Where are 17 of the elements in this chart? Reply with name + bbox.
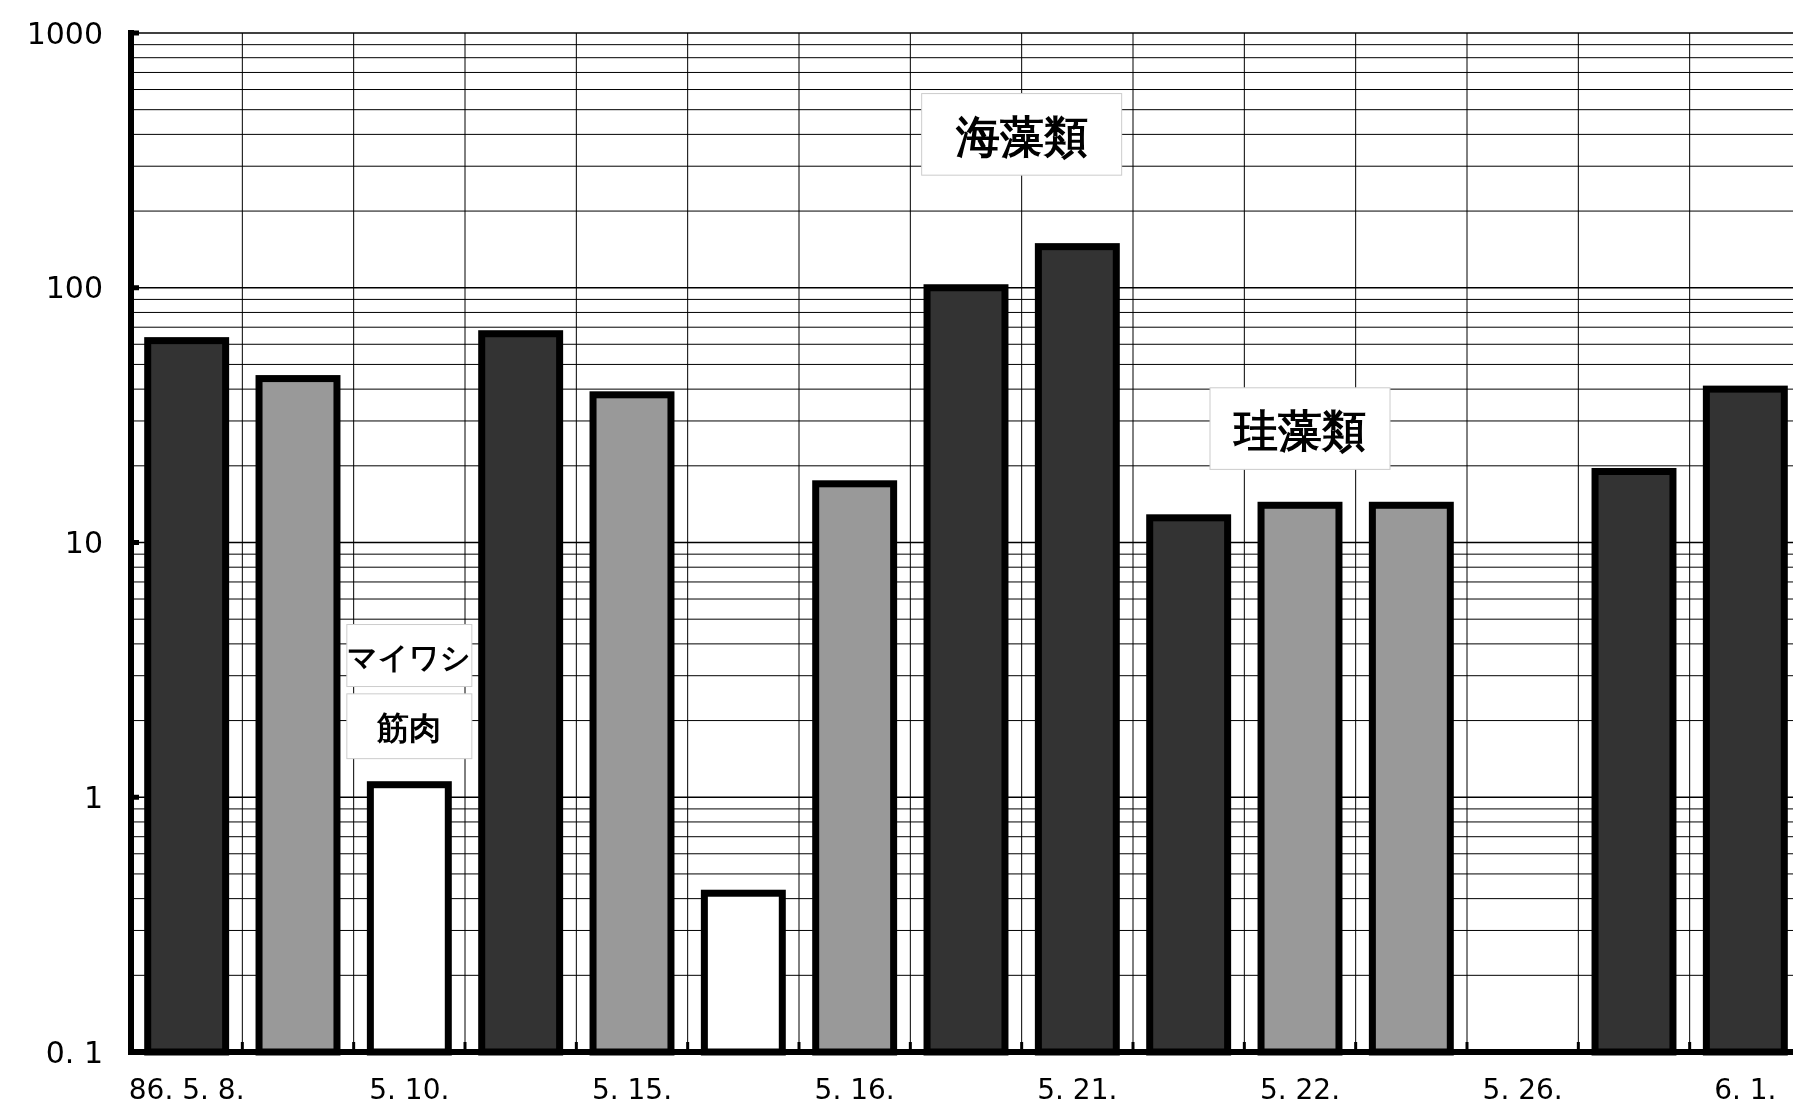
x-tick-label: 5. 21. — [1037, 1073, 1118, 1105]
x-tick-label: 5. 16. — [814, 1073, 895, 1105]
annotation: 海藻類 — [954, 110, 1088, 162]
annotation: 筋肉 — [376, 709, 442, 748]
annotation: 珪藻類 — [1232, 405, 1366, 457]
y-tick-label: 0. 1 — [45, 1034, 103, 1070]
y-tick-label: 10 — [64, 525, 103, 560]
y-tick-label: 100 — [45, 270, 103, 306]
y-tick-label: 1000 — [26, 15, 103, 51]
x-tick-label: 6. 1. — [1714, 1073, 1777, 1105]
x-tick-label: 86. 5. 8. — [128, 1073, 245, 1105]
y-tick-label: 1 — [83, 779, 103, 815]
x-tick-label: 5. 10. — [369, 1073, 450, 1105]
x-tick-label: 5. 15. — [591, 1073, 673, 1105]
x-tick-label: 5. 22. — [1259, 1073, 1341, 1105]
annotation: マイワシ — [347, 639, 472, 675]
x-tick-label: 5. 26. — [1482, 1073, 1563, 1105]
